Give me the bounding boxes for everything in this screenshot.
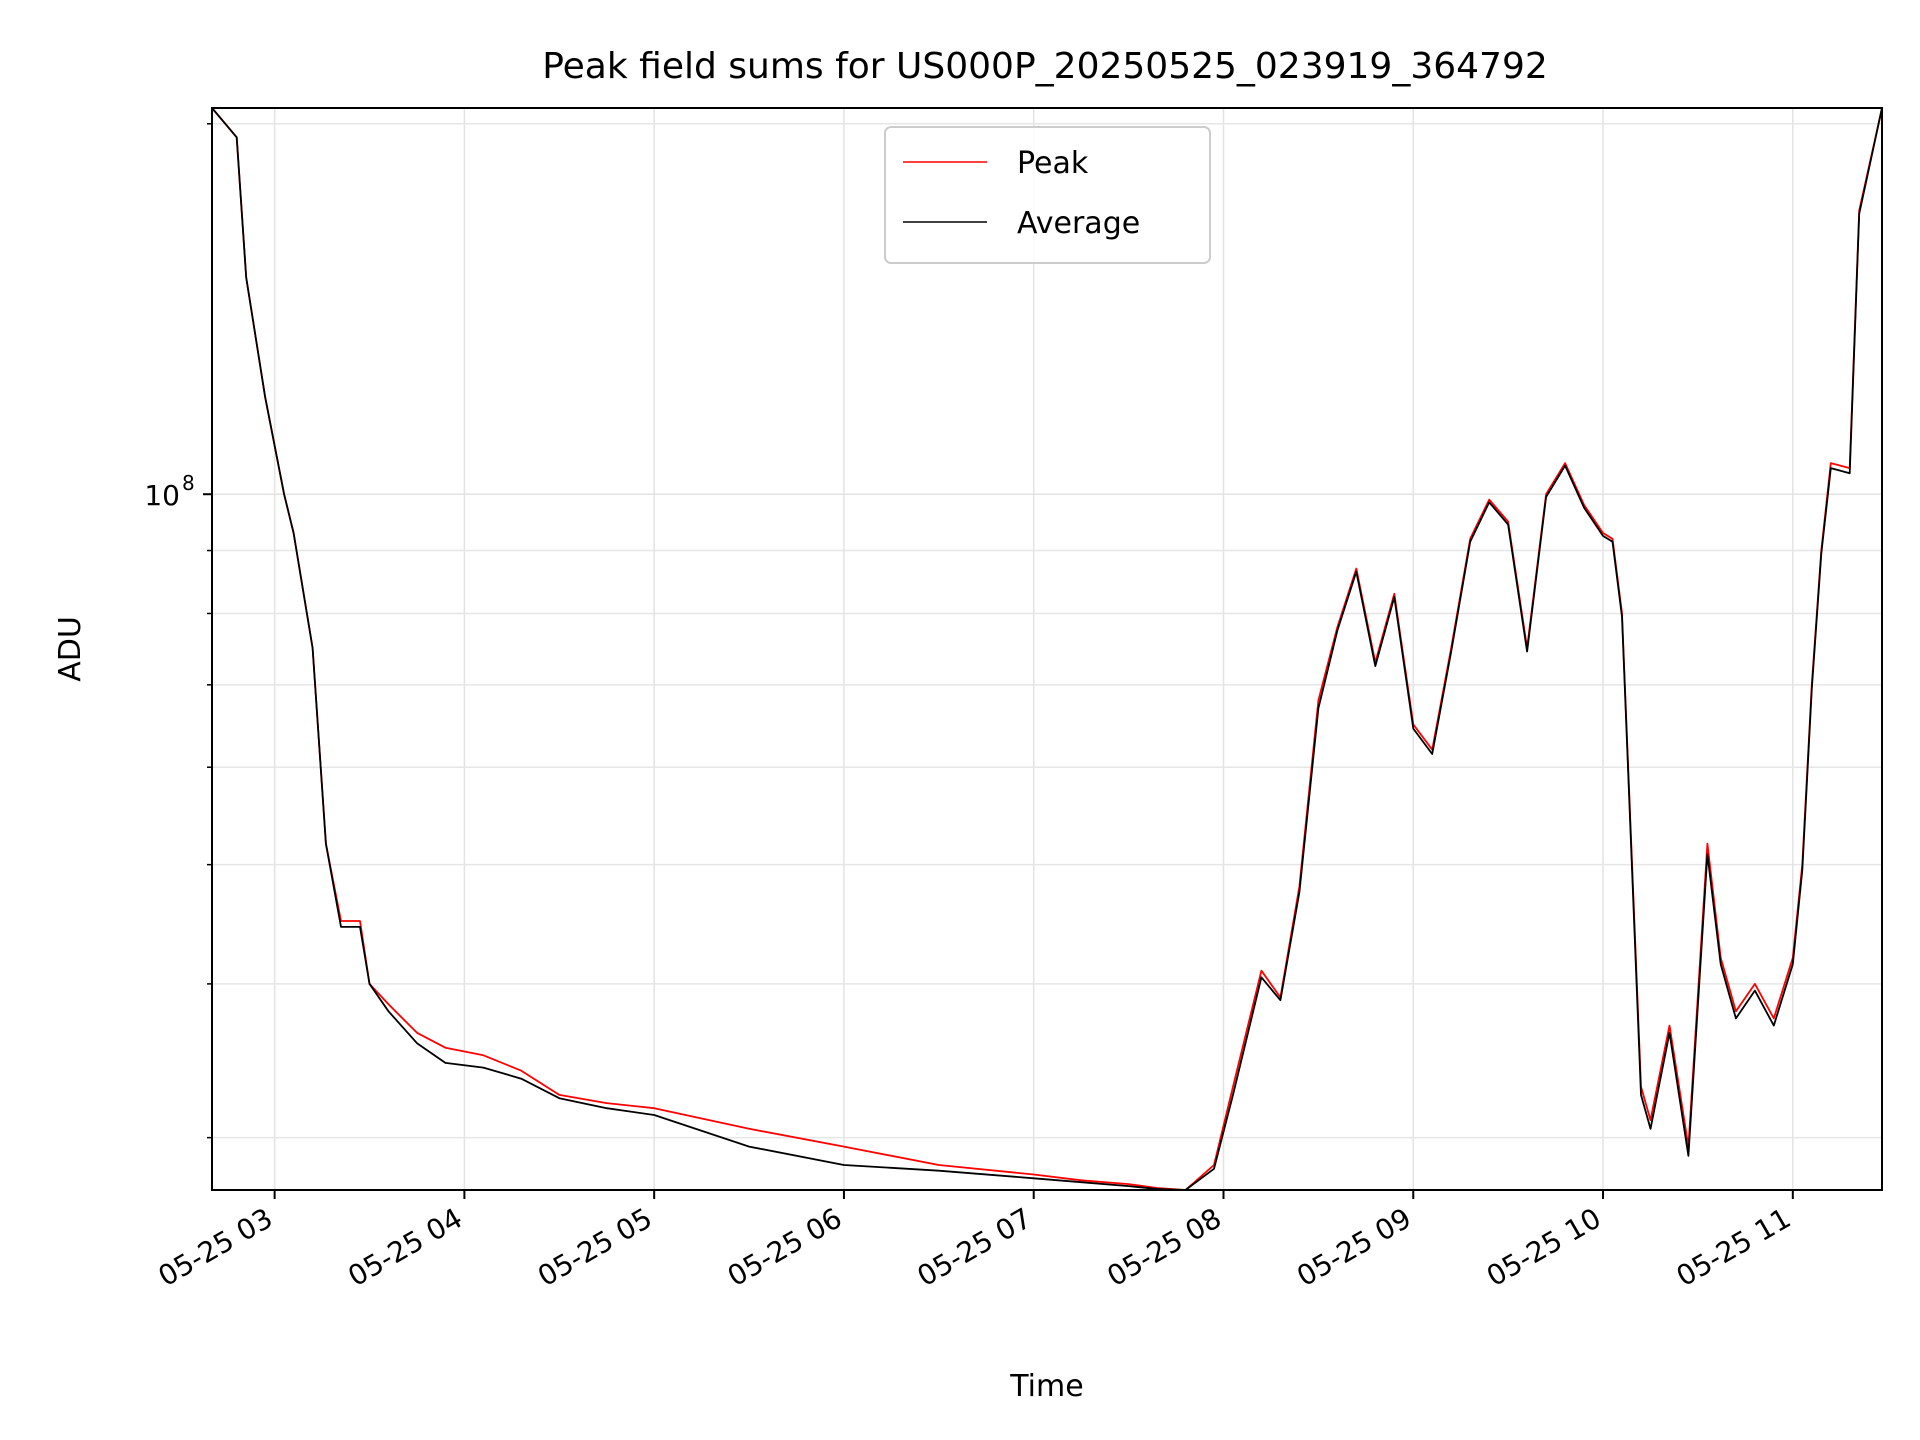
chart-title: Peak field sums for US000P_20250525_0239…	[542, 46, 1548, 87]
y-ticks-layer: 10 8	[144, 123, 212, 1139]
x-axis-label: Time	[1009, 1369, 1083, 1404]
plot-frame	[211, 107, 1883, 1191]
legend: Peak Average	[884, 126, 1211, 264]
grid-layer	[212, 108, 1882, 1190]
series-layer	[211, 107, 1883, 1191]
legend-box	[884, 126, 1211, 264]
legend-average-label: Average	[1017, 206, 1140, 241]
series-line-average	[211, 107, 1883, 1191]
y-axis-label: ADU	[53, 616, 88, 682]
y-tick-label: 10	[144, 479, 180, 512]
y-tick-label-exponent: 8	[182, 471, 195, 495]
legend-peak-label: Peak	[1017, 146, 1089, 181]
